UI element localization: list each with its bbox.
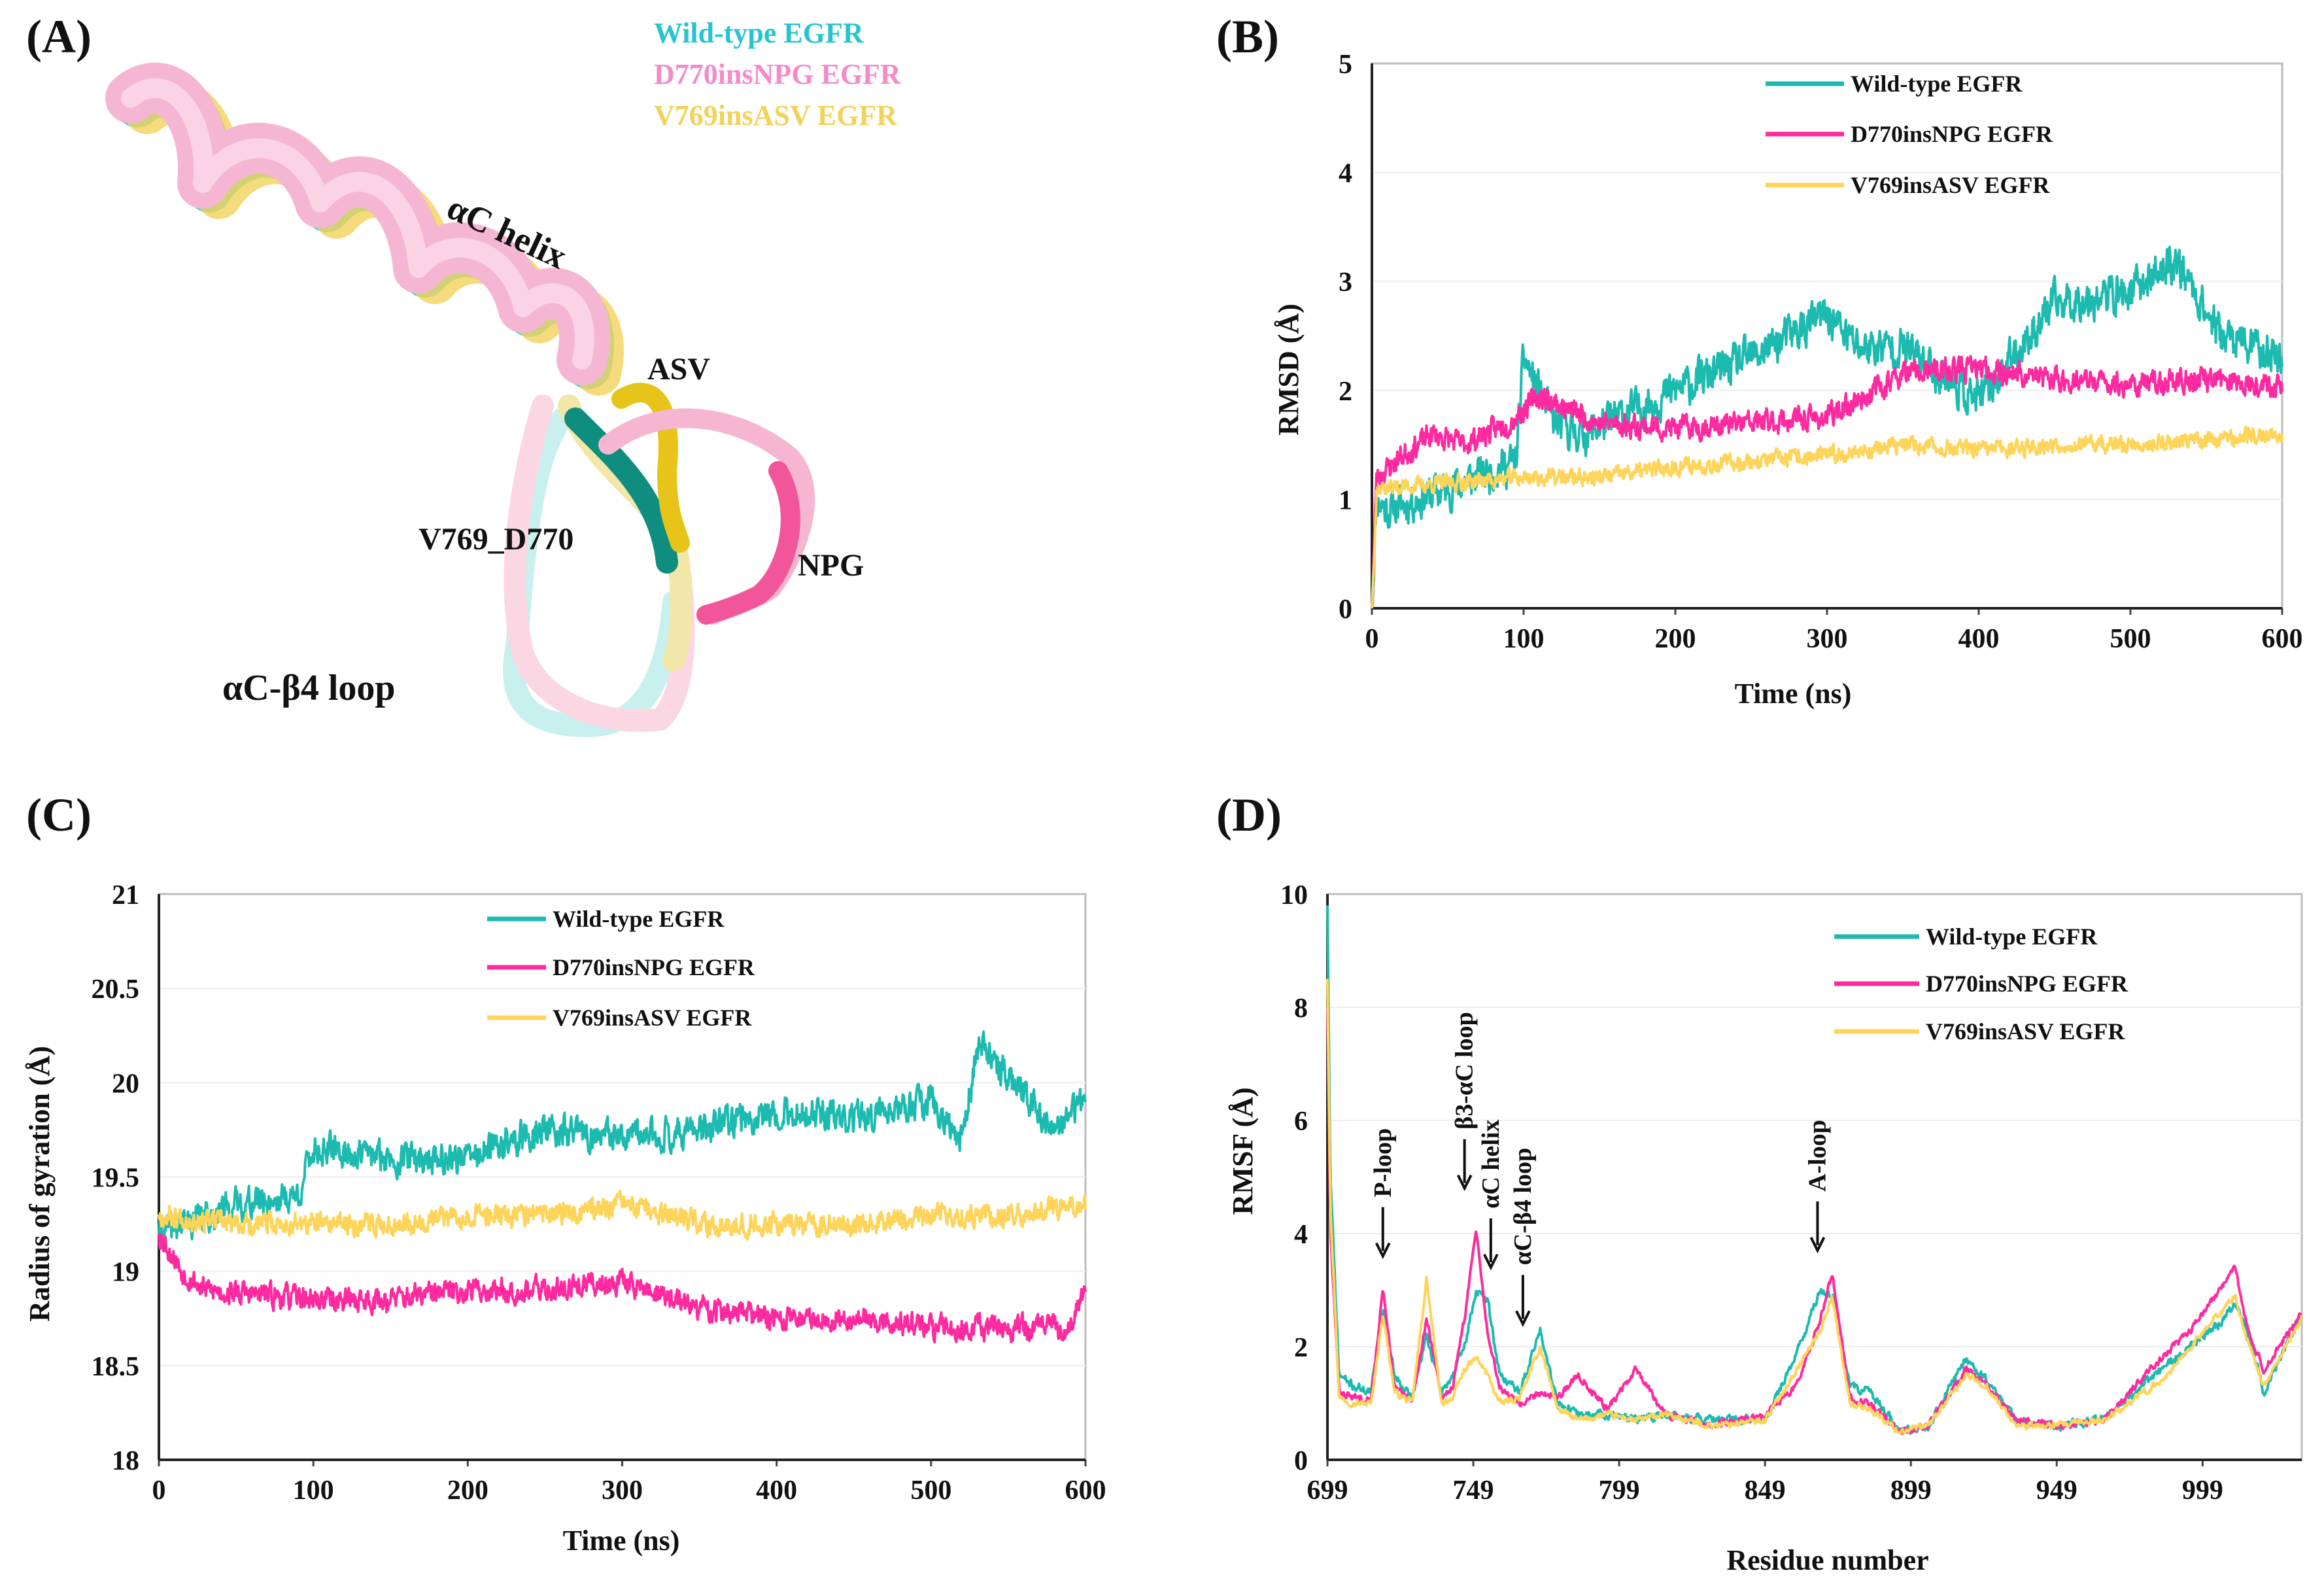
chart-b-x-tick-label: 600 <box>2262 624 2303 654</box>
loop-label: αC-β4 loop <box>222 668 396 708</box>
x-axis-label-d: Residue number <box>1726 1544 1928 1576</box>
legend-b-npg: D770insNPG EGFR <box>1851 121 2053 147</box>
npg-label: NPG <box>798 548 864 583</box>
panel-b-label: (B) <box>1216 10 1279 63</box>
chart-d-annotation-label: A-loop <box>1803 1120 1831 1192</box>
chart-d-y-tick-label: 10 <box>1280 880 1308 910</box>
chart-b-series-2 <box>1371 354 2283 609</box>
panel-b: (B) 0 1 2 3 4 5 0 100 200 300 400 500 600 Wild-type … <box>1216 10 2303 710</box>
x-axis-label-b: Time (ns) <box>1735 678 1852 710</box>
y-axis-label-b: RMSD (Å) <box>1273 303 1305 436</box>
panel-c-label: (C) <box>26 789 92 841</box>
rmsf-chart: 0 2 4 6 8 10 699 749 799 849 899 949 999 P-loop β3-αC … <box>1280 880 2303 1506</box>
legend-d-asv: V769insASV EGFR <box>1926 1018 2125 1044</box>
chart-b-y-tick-label: 4 <box>1339 159 1352 189</box>
chart-b-y-tick-label: 3 <box>1339 268 1352 298</box>
chart-d-annotation-label: P-loop <box>1369 1128 1397 1198</box>
chart-b-series-1 <box>1371 245 2283 609</box>
chart-d-annotation-label: β3-αC loop <box>1451 1012 1478 1130</box>
chart-c-x-tick-label: 0 <box>152 1476 166 1506</box>
chart-d-y-tick-label: 8 <box>1294 993 1308 1024</box>
legend-b-asv: V769insASV EGFR <box>1851 172 2050 198</box>
chart-d-y-tick-label: 0 <box>1294 1446 1308 1476</box>
chart-d-x-tick-label: 899 <box>1890 1476 1932 1506</box>
chart-b-x-tick-label: 500 <box>2110 624 2151 654</box>
chart-c-x-tick-label: 300 <box>602 1476 643 1506</box>
panel-d-label: (D) <box>1216 789 1282 841</box>
chart-b-x-tick-label: 0 <box>1365 624 1379 654</box>
y-axis-label-d: RMSF (Å) <box>1227 1087 1259 1215</box>
chart-d-annotation: αC helix <box>1477 1120 1505 1271</box>
panel-a-label: (A) <box>26 10 92 63</box>
chart-b-frame <box>1371 62 2283 610</box>
chart-c-y-tick-label: 20 <box>112 1069 139 1099</box>
legend-d: Wild-type EGFR D770insNPG EGFR V769insAS… <box>1834 923 2128 1044</box>
alpha-c-helix-ribbons <box>105 62 624 396</box>
legend-d-wildtype: Wild-type EGFR <box>1926 923 2098 950</box>
chart-d-y-tick-label: 2 <box>1294 1333 1308 1363</box>
panel-c: (C) 18 18.5 19 19.5 20 20.5 21 0 100 200 300 400 500… <box>24 789 1106 1557</box>
chart-b-x-tick-label: 100 <box>1503 624 1545 654</box>
legend-b: Wild-type EGFR D770insNPG EGFR V769insAS… <box>1766 71 2053 198</box>
chart-b-x-tick-label: 200 <box>1655 624 1696 654</box>
asv-label: ASV <box>647 352 710 387</box>
x-axis-label-c: Time (ns) <box>563 1525 680 1557</box>
chart-c-series-1 <box>158 1030 1087 1249</box>
chart-c-x-tick-label: 200 <box>447 1476 488 1506</box>
chart-d-y-tick-label: 6 <box>1294 1107 1308 1137</box>
chart-b-y-tick-label: 5 <box>1339 50 1352 80</box>
legend-a-asv: V769insASV EGFR <box>654 99 898 131</box>
chart-c-x-tick-label: 600 <box>1065 1476 1106 1506</box>
chart-d-x-tick-label: 949 <box>2036 1476 2077 1506</box>
chart-d-annotation: β3-αC loop <box>1451 1012 1478 1192</box>
chart-d-x-tick-label: 999 <box>2182 1476 2223 1506</box>
chart-c-y-tick-label: 19.5 <box>92 1164 140 1194</box>
legend-c-npg: D770insNPG EGFR <box>553 954 755 980</box>
chart-d-series-1 <box>1326 905 2303 1436</box>
chart-c-x-tick-label: 500 <box>910 1476 951 1506</box>
chart-c-series-3 <box>158 1190 1087 1241</box>
chart-d-series-3 <box>1326 978 2303 1435</box>
chart-b-series-3 <box>1371 425 2283 609</box>
alpha-c-beta4-loop-tubes <box>503 383 815 737</box>
chart-d-annotation: P-loop <box>1369 1128 1397 1260</box>
radius-of-gyration-chart: 18 18.5 19 19.5 20 20.5 21 0 100 200 300 400 500 600 <box>92 880 1106 1506</box>
chart-c-y-tick-label: 18.5 <box>92 1352 140 1382</box>
legend-c-asv: V769insASV EGFR <box>553 1005 752 1031</box>
chart-d-y-tick-label: 4 <box>1294 1220 1308 1250</box>
y-axis-label-c: Radius of gyration (Å) <box>24 1046 56 1322</box>
chart-c-y-tick-label: 19 <box>112 1258 139 1288</box>
chart-c-series-2 <box>158 1233 1087 1344</box>
v769-d770-label: V769_D770 <box>419 522 573 557</box>
chart-b-x-tick-label: 300 <box>1807 624 1848 654</box>
chart-c-y-tick-label: 21 <box>112 880 139 910</box>
panel-a: (A) Wild-type EGFR D770insNPG EGFR V769i… <box>26 10 902 737</box>
chart-b-x-tick-label: 400 <box>1958 624 2000 654</box>
chart-d-x-tick-label: 749 <box>1453 1476 1494 1506</box>
chart-d-annotation: αC-β4 loop <box>1509 1148 1537 1327</box>
chart-d-series-2 <box>1326 1007 2303 1436</box>
chart-d-annotation: A-loop <box>1803 1120 1831 1254</box>
legend-a-npg: D770insNPG EGFR <box>654 58 902 90</box>
legend-c: Wild-type EGFR D770insNPG EGFR V769insAS… <box>487 906 755 1031</box>
chart-d-annotation-label: αC helix <box>1477 1120 1505 1209</box>
chart-d-annotation-label: αC-β4 loop <box>1509 1148 1537 1266</box>
chart-d-x-tick-label: 699 <box>1307 1476 1348 1506</box>
chart-c-y-tick-label: 18 <box>112 1446 139 1476</box>
legend-c-wildtype: Wild-type EGFR <box>553 906 725 932</box>
chart-b-y-tick-label: 0 <box>1339 595 1352 625</box>
chart-d-x-tick-label: 849 <box>1745 1476 1786 1506</box>
chart-c-x-tick-label: 400 <box>756 1476 797 1506</box>
chart-b-y-tick-label: 1 <box>1339 485 1352 515</box>
rmsd-chart: 0 1 2 3 4 5 0 100 200 300 400 500 600 <box>1339 50 2303 654</box>
legend-a-wildtype: Wild-type EGFR <box>654 17 864 49</box>
legend-d-npg: D770insNPG EGFR <box>1926 971 2128 997</box>
panel-d: (D) 0 2 4 6 8 10 699 749 799 849 899 949 999 P-loop β3… <box>1216 789 2303 1576</box>
chart-c-x-tick-label: 100 <box>293 1476 334 1506</box>
chart-b-y-tick-label: 2 <box>1339 377 1352 407</box>
legend-b-wildtype: Wild-type EGFR <box>1851 71 2023 97</box>
chart-c-y-tick-label: 20.5 <box>92 975 140 1005</box>
chart-d-x-tick-label: 799 <box>1599 1476 1640 1506</box>
